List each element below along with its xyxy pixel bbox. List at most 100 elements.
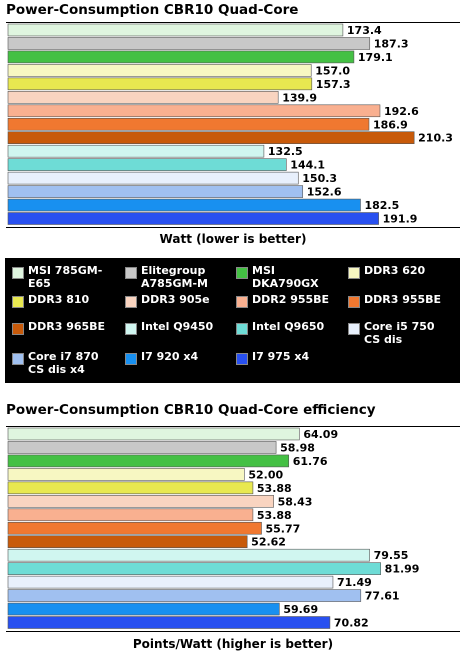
chart-1-bar xyxy=(7,117,370,131)
legend-item: DDR3 810 xyxy=(12,293,89,308)
chart-2-data-label: 64.09 xyxy=(303,428,338,441)
legend-item: Intel Q9650 xyxy=(236,320,324,335)
chart-1-data-label: 157.3 xyxy=(316,78,351,91)
legend-label: MSI DKA790GX xyxy=(252,264,319,290)
legend-swatch xyxy=(348,267,360,279)
legend-item: Core i7 870 CS dis x4 xyxy=(12,350,99,376)
legend-label: I7 920 x4 xyxy=(141,350,199,363)
legend-item: Core i5 750 CS dis xyxy=(348,320,435,346)
legend-label: MSI 785GM- E65 xyxy=(28,264,103,290)
chart-1-bar xyxy=(7,91,279,104)
legend-swatch xyxy=(348,323,360,335)
chart-2-title: Power-Consumption CBR10 Quad-Core effici… xyxy=(6,402,376,418)
chart-1-bar xyxy=(7,37,371,50)
chart-1-title: Power-Consumption CBR10 Quad-Core xyxy=(6,2,299,18)
chart-2-plot-area: 64.09 58.98 61.76 52.00 53.88 58.43 53.88 55.77… xyxy=(6,426,460,632)
chart-2-bar xyxy=(7,548,370,562)
legend-item: DDR3 955BE xyxy=(348,293,441,308)
chart-2-bar xyxy=(7,616,331,629)
chart-2-data-label: 53.88 xyxy=(257,509,292,522)
legend-item: MSI 785GM- E65 xyxy=(12,264,102,290)
chart-1-bar xyxy=(7,104,381,118)
chart-1-data-label: 191.9 xyxy=(383,213,418,226)
chart-1-bar xyxy=(7,198,361,212)
chart-2-bar xyxy=(7,495,274,508)
chart-1-bar xyxy=(7,144,265,158)
chart-2-x-axis-label: Points/Watt (higher is better) xyxy=(132,637,334,651)
legend-item: I7 975 x4 xyxy=(236,350,309,365)
legend-swatch xyxy=(236,267,248,279)
chart-1-bar xyxy=(7,158,287,171)
legend-swatch xyxy=(236,353,248,365)
chart-2-bar xyxy=(7,535,248,548)
legend-swatch xyxy=(125,296,137,308)
legend-item: Elitegroup A785GM-M xyxy=(125,264,208,290)
legend-item: MSI DKA790GX xyxy=(236,264,319,290)
chart-2-data-label: 58.43 xyxy=(278,495,313,508)
legend-item: I7 920 x4 xyxy=(125,350,198,365)
chart-1-data-label: 152.6 xyxy=(307,186,342,199)
chart-2-data-label: 77.61 xyxy=(365,590,400,603)
chart-2-bar xyxy=(7,589,362,602)
legend-swatch xyxy=(125,267,137,279)
chart-2-data-label: 53.88 xyxy=(257,482,292,495)
chart-2-bar xyxy=(7,521,262,535)
legend-item: DDR2 955BE xyxy=(236,293,329,308)
legend-swatch xyxy=(125,353,137,365)
chart-1-bar xyxy=(7,77,313,91)
legend: MSI 785GM- E65 Elitegroup A785GM-M MSI DKA… xyxy=(5,258,460,383)
chart-1-bar xyxy=(7,185,304,198)
chart-1-data-label: 150.3 xyxy=(302,172,337,185)
legend-label: Intel Q9450 xyxy=(141,320,214,333)
legend-swatch xyxy=(12,353,24,365)
chart-2-data-label: 52.62 xyxy=(251,536,286,549)
legend-swatch xyxy=(236,296,248,308)
legend-swatch xyxy=(12,323,24,335)
chart-2-data-label: 79.55 xyxy=(374,549,409,562)
legend-label: DDR3 620 xyxy=(364,264,426,277)
chart-1-data-label: 182.5 xyxy=(364,199,399,212)
chart-1-data-label: 192.6 xyxy=(384,105,419,118)
legend-label: Core i5 750 CS dis xyxy=(364,320,435,346)
chart-1-bar xyxy=(7,23,344,37)
chart-1-data-label: 173.4 xyxy=(347,24,382,37)
chart-2-bar xyxy=(7,441,277,454)
chart-2-data-label: 55.77 xyxy=(266,522,301,535)
legend-item: DDR3 905e xyxy=(125,293,210,308)
chart-1-data-label: 179.1 xyxy=(358,51,393,64)
legend-label: I7 975 x4 xyxy=(252,350,310,363)
chart-2-bar xyxy=(7,575,334,589)
legend-swatch xyxy=(236,323,248,335)
chart-2-data-label: 71.49 xyxy=(337,576,372,589)
legend-label: DDR3 965BE xyxy=(28,320,106,333)
legend-label: Elitegroup A785GM-M xyxy=(141,264,208,290)
chart-2-data-label: 70.82 xyxy=(334,617,369,630)
legend-label: DDR3 905e xyxy=(141,293,210,306)
chart-2-data-label: 58.98 xyxy=(280,441,315,454)
chart-1-data-label: 157.0 xyxy=(315,64,350,77)
legend-label: DDR2 955BE xyxy=(252,293,330,306)
legend-item: DDR3 620 xyxy=(348,264,425,279)
chart-1-plot-area: 173.4 187.3 179.1 157.0 157.3 139.9 192.6 186.9… xyxy=(6,22,460,228)
chart-1-bar xyxy=(7,212,379,225)
chart-1-data-label: 132.5 xyxy=(268,145,303,158)
chart-1-x-axis-label: Watt (lower is better) xyxy=(159,232,307,246)
chart-1-data-label: 144.1 xyxy=(290,159,325,172)
legend-label: DDR3 955BE xyxy=(364,293,442,306)
chart-2-bar xyxy=(7,468,245,481)
chart-1-data-label: 210.3 xyxy=(418,132,453,145)
chart-2-bar xyxy=(7,427,300,441)
legend-label: DDR3 810 xyxy=(28,293,90,306)
chart-1-bar xyxy=(7,64,312,77)
legend-swatch xyxy=(348,296,360,308)
legend-swatch xyxy=(125,323,137,335)
legend-swatch xyxy=(12,296,24,308)
chart-2-data-label: 81.99 xyxy=(385,563,420,576)
chart-2-bar xyxy=(7,481,254,495)
chart-2-bar xyxy=(7,508,254,522)
chart-2-bar xyxy=(7,454,290,468)
legend-label: Core i7 870 CS dis x4 xyxy=(28,350,99,376)
chart-2-svg: 64.0958.9861.7652.0053.8858.4353.8855.77… xyxy=(6,426,460,632)
chart-2-bar xyxy=(7,562,381,575)
